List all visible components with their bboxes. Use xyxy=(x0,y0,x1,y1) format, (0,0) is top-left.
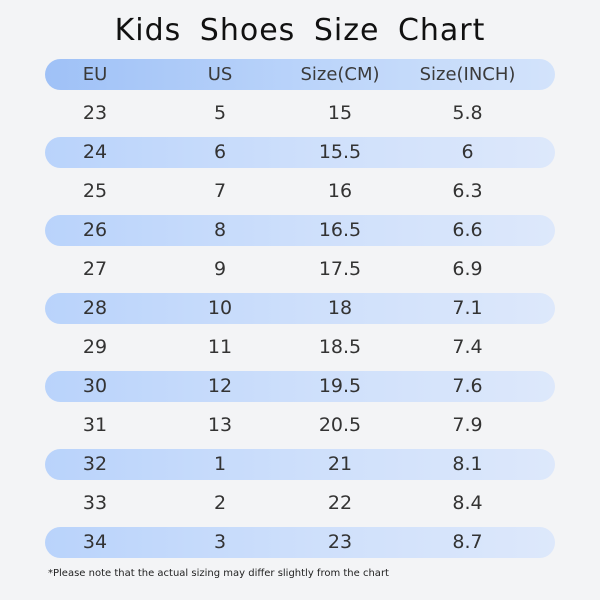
cell-us: 9 xyxy=(213,258,227,280)
cell-size-cm: 19.5 xyxy=(318,375,362,397)
cell-size-inch: 7.1 xyxy=(452,297,483,319)
cell-eu: 31 xyxy=(82,414,108,436)
cell-us: 3 xyxy=(213,531,227,553)
header-size-inch: Size(INCH) xyxy=(419,64,516,85)
cell-size-inch: 6.3 xyxy=(452,180,483,202)
cell-eu: 25 xyxy=(82,180,108,202)
table-row: 30 12 19.5 7.6 xyxy=(45,371,555,402)
cell-size-inch: 8.7 xyxy=(452,531,483,553)
cell-us: 11 xyxy=(207,336,233,358)
cell-eu: 30 xyxy=(82,375,108,397)
header-us: US xyxy=(207,64,233,85)
cell-size-cm: 22 xyxy=(327,492,353,514)
cell-eu: 23 xyxy=(82,102,108,124)
cell-size-cm: 23 xyxy=(327,531,353,553)
cell-eu: 29 xyxy=(82,336,108,358)
cell-size-cm: 15 xyxy=(327,102,353,124)
header-eu: EU xyxy=(82,64,108,85)
table-row: 25 7 16 6.3 xyxy=(45,176,555,207)
table-row: 31 13 20.5 7.9 xyxy=(45,410,555,441)
sizing-disclaimer: *Please note that the actual sizing may … xyxy=(48,568,389,579)
cell-size-inch: 8.4 xyxy=(452,492,483,514)
cell-us: 2 xyxy=(213,492,227,514)
cell-size-cm: 15.5 xyxy=(318,141,362,163)
cell-eu: 28 xyxy=(82,297,108,319)
cell-eu: 34 xyxy=(82,531,108,553)
cell-eu: 24 xyxy=(82,141,108,163)
table-row: 32 1 21 8.1 xyxy=(45,449,555,480)
table-row: 24 6 15.5 6 xyxy=(45,137,555,168)
cell-size-cm: 16.5 xyxy=(318,219,362,241)
cell-size-inch: 6.9 xyxy=(452,258,483,280)
cell-size-inch: 6.6 xyxy=(452,219,483,241)
cell-size-cm: 17.5 xyxy=(318,258,362,280)
cell-size-inch: 6 xyxy=(461,141,474,163)
cell-us: 8 xyxy=(213,219,227,241)
cell-us: 1 xyxy=(213,453,227,475)
cell-size-inch: 7.9 xyxy=(452,414,483,436)
cell-us: 6 xyxy=(213,141,227,163)
table-row: 23 5 15 5.8 xyxy=(45,98,555,129)
header-size-cm: Size(CM) xyxy=(300,64,380,85)
cell-size-cm: 21 xyxy=(327,453,353,475)
table-row: 26 8 16.5 6.6 xyxy=(45,215,555,246)
cell-us: 12 xyxy=(207,375,233,397)
cell-eu: 26 xyxy=(82,219,108,241)
table-header-row: EU US Size(CM) Size(INCH) xyxy=(45,59,555,90)
cell-size-cm: 18 xyxy=(327,297,353,319)
cell-us: 13 xyxy=(207,414,233,436)
table-row: 34 3 23 8.7 xyxy=(45,527,555,558)
cell-size-inch: 8.1 xyxy=(452,453,483,475)
cell-size-cm: 20.5 xyxy=(318,414,362,436)
page-title: Kids Shoes Size Chart xyxy=(114,13,486,48)
cell-eu: 27 xyxy=(82,258,108,280)
table-row: 33 2 22 8.4 xyxy=(45,488,555,519)
cell-us: 7 xyxy=(213,180,227,202)
cell-us: 10 xyxy=(207,297,233,319)
table-row: 29 11 18.5 7.4 xyxy=(45,332,555,363)
table-row: 27 9 17.5 6.9 xyxy=(45,254,555,285)
cell-eu: 32 xyxy=(82,453,108,475)
cell-size-inch: 5.8 xyxy=(452,102,483,124)
table-row: 28 10 18 7.1 xyxy=(45,293,555,324)
cell-size-cm: 18.5 xyxy=(318,336,362,358)
cell-size-cm: 16 xyxy=(327,180,353,202)
cell-size-inch: 7.6 xyxy=(452,375,483,397)
cell-us: 5 xyxy=(213,102,227,124)
cell-eu: 33 xyxy=(82,492,108,514)
size-table: EU US Size(CM) Size(INCH) 23 5 15 5.8 24… xyxy=(45,59,555,566)
cell-size-inch: 7.4 xyxy=(452,336,483,358)
